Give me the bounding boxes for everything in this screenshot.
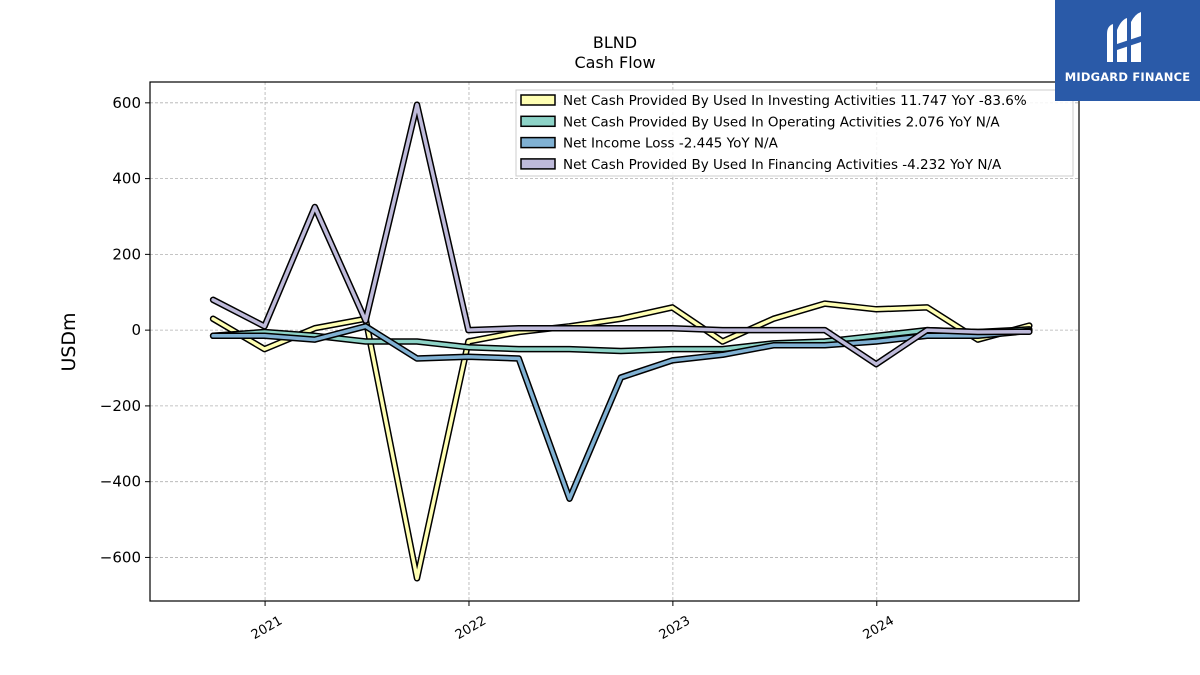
series-line xyxy=(211,327,1032,353)
series-lines xyxy=(209,101,1033,582)
y-axis-label: USDm xyxy=(58,312,80,371)
x-tick-label: 2024 xyxy=(861,613,897,643)
x-tick-label: 2021 xyxy=(249,613,285,643)
legend-swatch xyxy=(520,94,556,106)
y-tick-label: −200 xyxy=(100,397,141,415)
chart-title: BLND xyxy=(593,33,637,52)
midgard-finance-logo: MIDGARD FINANCE xyxy=(1055,0,1200,101)
y-axis: 600 400 200 0 −200 −400 −600 xyxy=(100,94,150,566)
series-line xyxy=(211,301,1032,581)
series-2 xyxy=(209,326,1033,355)
legend-entry: Net Cash Provided By Used In Operating A… xyxy=(563,114,1000,130)
legend-entry: Net Cash Provided By Used In Investing A… xyxy=(563,93,1027,109)
legend-swatch xyxy=(520,115,556,128)
midgard-logo-mark-icon xyxy=(1107,12,1141,62)
y-tick-label: 200 xyxy=(112,245,141,263)
y-tick-label: 600 xyxy=(112,94,141,112)
x-tick-label: 2022 xyxy=(453,613,489,643)
y-tick-label: 0 xyxy=(131,321,141,339)
series-1 xyxy=(209,300,1033,582)
series-3 xyxy=(209,323,1033,502)
legend: Net Cash Provided By Used In Investing A… xyxy=(515,89,1074,177)
legend-entry: Net Income Loss -2.445 YoY N/A xyxy=(563,136,779,152)
series-line xyxy=(211,324,1032,501)
legend-swatch xyxy=(520,136,556,149)
x-axis: 2021 2022 2023 2024 xyxy=(249,601,897,643)
legend-entry: Net Cash Provided By Used In Financing A… xyxy=(563,157,1002,173)
legend-box xyxy=(515,89,1074,177)
chart-subtitle: Cash Flow xyxy=(574,53,655,72)
y-tick-label: −400 xyxy=(100,473,141,491)
series-line xyxy=(211,102,1032,366)
plot-frame xyxy=(149,81,1080,602)
logo-text: MIDGARD FINANCE xyxy=(1064,70,1191,84)
y-tick-label: −600 xyxy=(100,548,141,566)
y-tick-label: 400 xyxy=(112,170,141,188)
x-tick-label: 2023 xyxy=(657,613,693,643)
legend-swatch xyxy=(520,158,556,170)
series-4 xyxy=(209,101,1033,368)
